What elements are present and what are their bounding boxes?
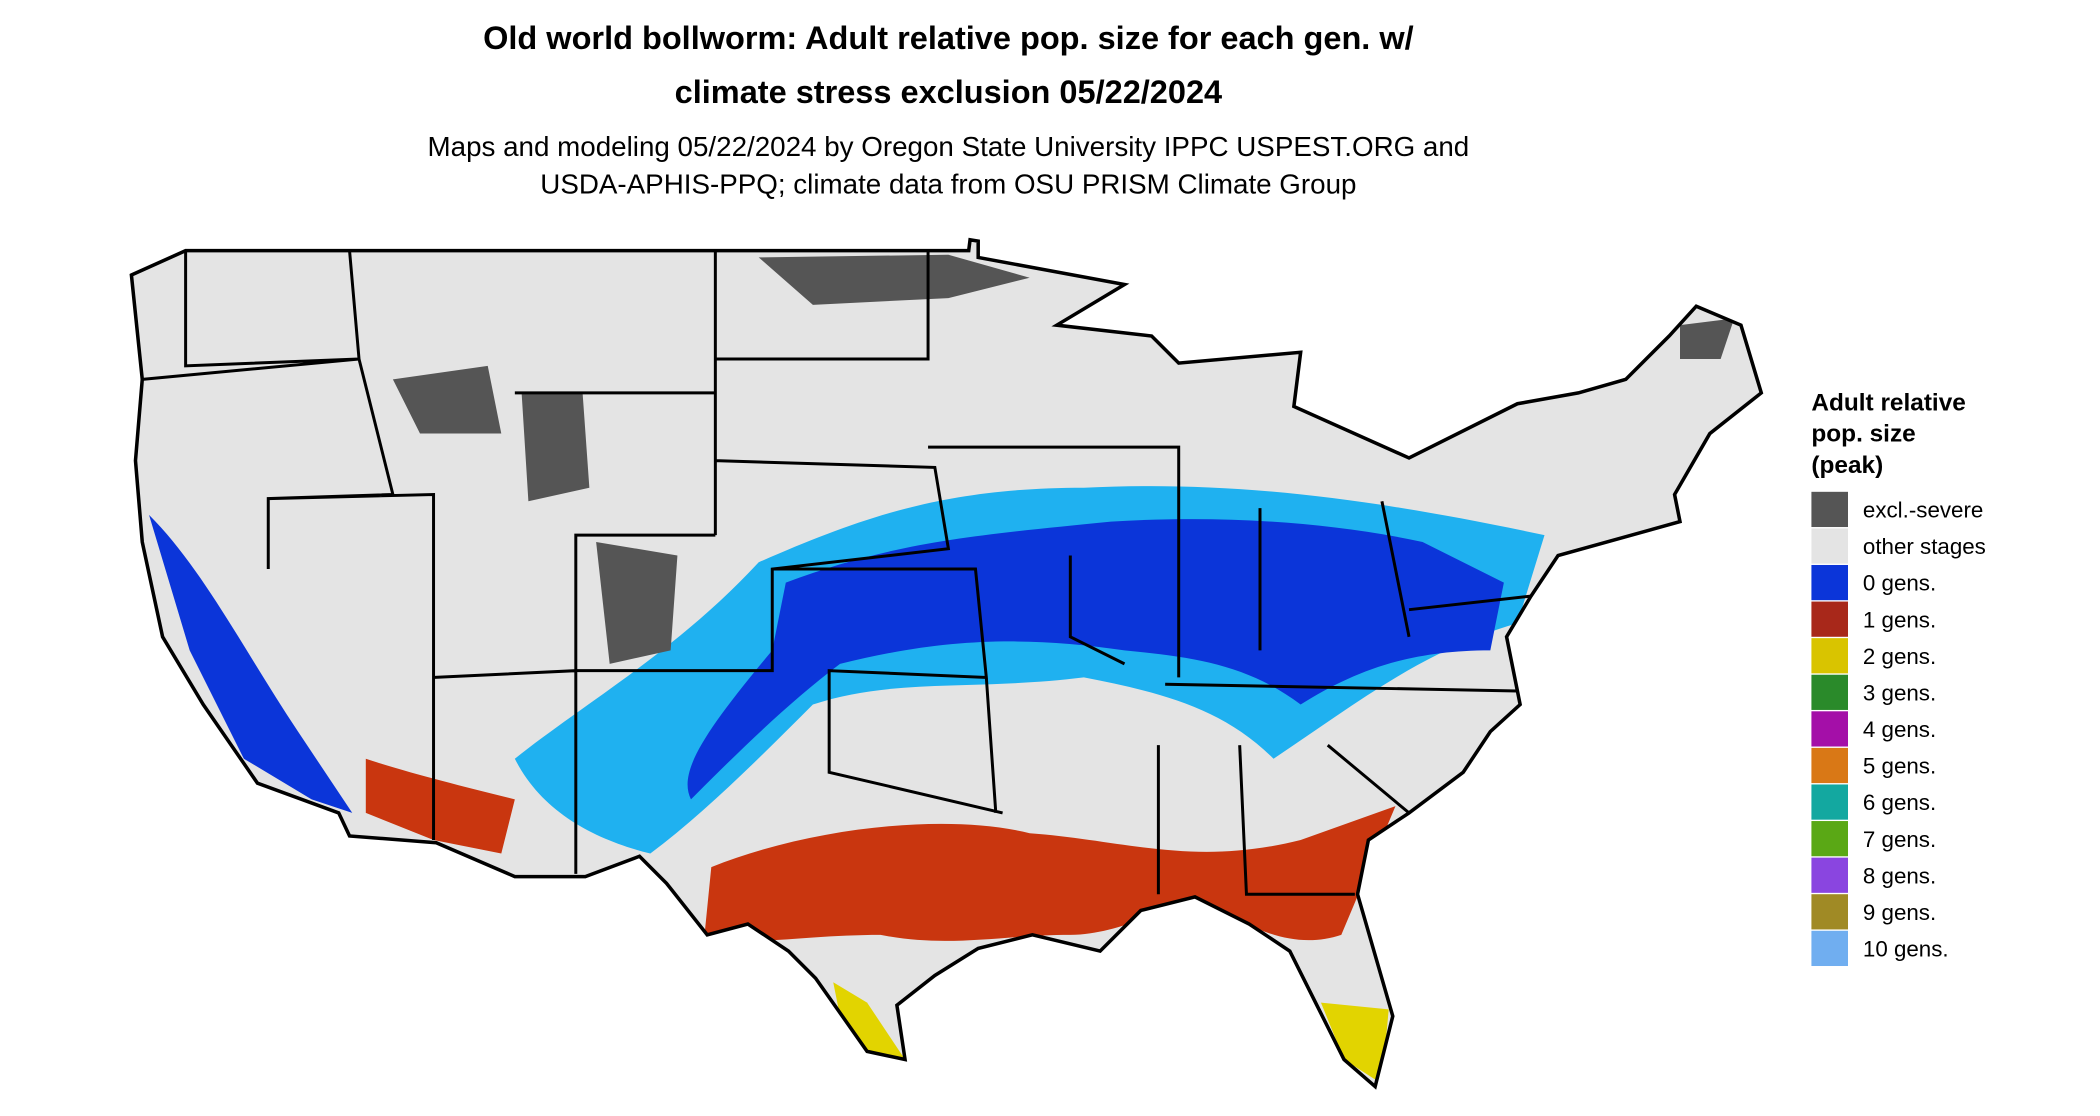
legend-label: other stages [1863, 534, 1986, 559]
legend-label: excl.-severe [1863, 498, 1983, 523]
red-area [365, 758, 515, 854]
subtitle-line: USDA-APHIS-PPQ; climate data from OSU PR… [540, 169, 1356, 200]
legend-swatch [1811, 638, 1848, 674]
legend-label: 3 gens. [1863, 680, 1936, 705]
yellow-area [833, 982, 906, 1060]
legend-title-line: (peak) [1811, 452, 1883, 479]
legend-label: 0 gens. [1863, 571, 1936, 596]
legend-label: 6 gens. [1863, 790, 1936, 815]
legend-label: 1 gens. [1863, 607, 1936, 632]
title-line: Old world bollworm: Adult relative pop. … [483, 20, 1414, 56]
legend-swatch [1811, 601, 1848, 637]
legend-label: 8 gens. [1863, 863, 1936, 888]
legend-swatch [1811, 894, 1848, 930]
legend-title-line: pop. size [1811, 421, 1915, 448]
legend-title-line: Adult relative [1811, 390, 1965, 417]
state-borders [142, 250, 1532, 896]
legend-swatch [1811, 674, 1848, 710]
legend-swatch [1811, 930, 1848, 967]
legend-label: 5 gens. [1863, 754, 1936, 779]
legend-swatch [1811, 564, 1848, 601]
legend-swatch [1811, 491, 1848, 528]
legend-label: 2 gens. [1863, 644, 1936, 669]
legend-label: 7 gens. [1863, 827, 1936, 852]
legend-swatch [1811, 711, 1848, 747]
legend-swatch [1811, 784, 1848, 820]
title-line: climate stress exclusion 05/22/2024 [675, 74, 1222, 110]
legend-swatch [1811, 528, 1848, 564]
legend-label: 9 gens. [1863, 900, 1936, 925]
legend-swatch [1811, 857, 1848, 893]
subtitle-line: Maps and modeling 05/22/2024 by Oregon S… [428, 131, 1470, 162]
red-area [704, 806, 1396, 941]
map [129, 238, 1764, 1089]
legend-swatch [1811, 747, 1848, 784]
legend-swatch [1811, 821, 1848, 857]
legend-label: 4 gens. [1863, 717, 1936, 742]
blue-area [149, 514, 353, 813]
blue-area [687, 519, 1504, 800]
legend-label: 10 gens. [1863, 937, 1949, 962]
legend: Adult relative pop. size (peak) excl.-se… [1811, 390, 1986, 967]
yellow-area [1320, 1002, 1389, 1084]
